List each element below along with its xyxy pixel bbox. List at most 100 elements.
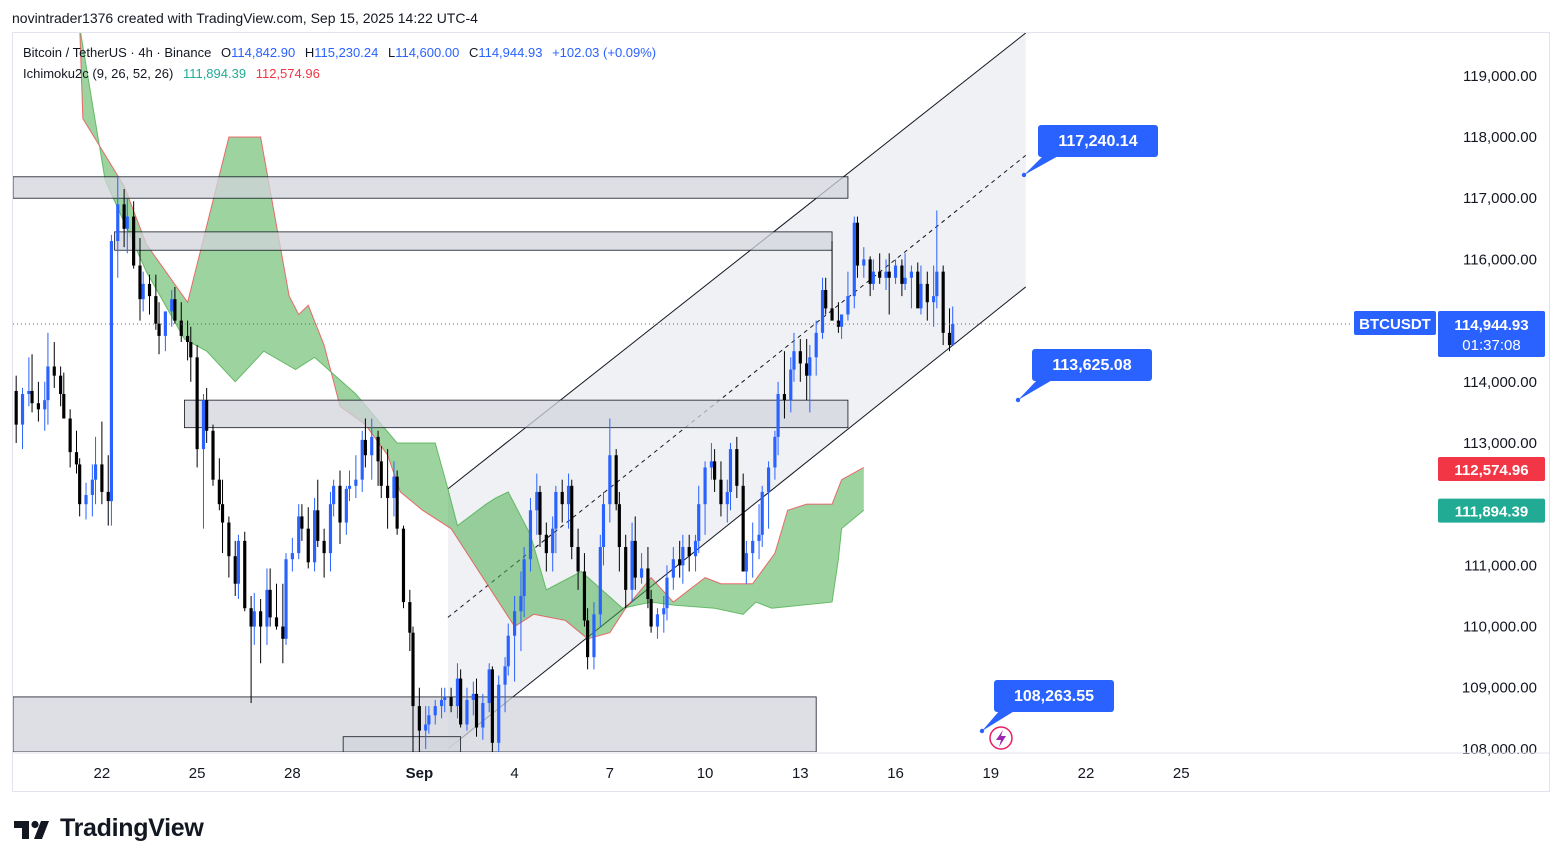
candle[interactable] xyxy=(665,565,669,621)
candle[interactable] xyxy=(20,387,25,450)
candle[interactable] xyxy=(830,241,834,321)
indicator-name[interactable]: Ichimoku2c (9, 26, 52, 26) xyxy=(23,66,174,81)
candle[interactable] xyxy=(62,372,66,419)
candle[interactable] xyxy=(313,498,317,572)
candle[interactable] xyxy=(909,265,914,309)
candle[interactable] xyxy=(471,681,475,716)
candle[interactable] xyxy=(820,277,825,339)
candle[interactable] xyxy=(376,430,380,486)
candle[interactable] xyxy=(916,262,920,309)
candle[interactable] xyxy=(855,216,860,278)
candle[interactable] xyxy=(300,504,304,541)
candle[interactable] xyxy=(703,461,707,535)
candle[interactable] xyxy=(490,666,494,752)
candle[interactable] xyxy=(173,286,177,324)
candle[interactable] xyxy=(328,491,333,572)
candle[interactable] xyxy=(249,595,253,704)
candle[interactable] xyxy=(687,534,691,572)
candle[interactable] xyxy=(360,430,364,492)
zone-rect-4[interactable] xyxy=(342,736,462,752)
candle[interactable] xyxy=(332,479,336,517)
candle[interactable] xyxy=(824,277,828,315)
candle[interactable] xyxy=(284,553,288,645)
candle[interactable] xyxy=(776,381,780,456)
chart-pane[interactable] xyxy=(12,32,1550,792)
channel-lower-line[interactable] xyxy=(447,286,1027,750)
candle[interactable] xyxy=(798,338,802,382)
candle[interactable] xyxy=(554,485,558,554)
candle[interactable] xyxy=(395,470,399,535)
candle[interactable] xyxy=(630,522,634,603)
candle[interactable] xyxy=(919,265,923,315)
candle[interactable] xyxy=(179,302,183,343)
candle[interactable] xyxy=(259,599,263,664)
candle[interactable] xyxy=(338,470,342,544)
candle[interactable] xyxy=(411,626,415,752)
candle[interactable] xyxy=(639,553,644,584)
candle[interactable] xyxy=(497,675,501,752)
candle[interactable] xyxy=(608,418,612,523)
candle[interactable] xyxy=(170,290,174,327)
candle[interactable] xyxy=(582,553,587,627)
candle[interactable] xyxy=(846,271,850,321)
candle[interactable] xyxy=(122,189,126,248)
candle[interactable] xyxy=(481,693,485,740)
candle[interactable] xyxy=(725,479,729,523)
candle[interactable] xyxy=(36,381,40,422)
candle[interactable] xyxy=(744,540,748,584)
candle[interactable] xyxy=(43,381,47,431)
candle[interactable] xyxy=(592,602,596,670)
candle[interactable] xyxy=(751,522,755,578)
candle[interactable] xyxy=(671,547,675,590)
candle[interactable] xyxy=(370,418,374,480)
candle[interactable] xyxy=(766,461,771,529)
candle[interactable] xyxy=(443,687,447,713)
candle[interactable] xyxy=(344,485,348,535)
candle[interactable] xyxy=(354,455,358,499)
candle[interactable] xyxy=(474,678,479,737)
candle[interactable] xyxy=(678,540,682,578)
candle[interactable] xyxy=(306,507,310,569)
candle[interactable] xyxy=(719,461,723,517)
zone-rect-2[interactable] xyxy=(184,399,849,429)
candle[interactable] xyxy=(887,253,891,315)
candle[interactable] xyxy=(646,547,650,609)
candle[interactable] xyxy=(586,608,590,670)
candle[interactable] xyxy=(713,449,717,492)
candle[interactable] xyxy=(459,669,463,728)
candle[interactable] xyxy=(138,237,142,321)
candle[interactable] xyxy=(59,366,63,407)
candle[interactable] xyxy=(709,442,714,480)
candle[interactable] xyxy=(697,485,701,554)
price-callout[interactable]: 117,240.14 xyxy=(1021,125,1158,178)
candle[interactable] xyxy=(935,210,939,309)
candle[interactable] xyxy=(14,375,18,443)
last-price-tag[interactable]: BTCUSDT 114,944.93 01:37:08 xyxy=(1354,310,1545,357)
candle[interactable] xyxy=(852,216,856,309)
candle[interactable] xyxy=(93,436,98,505)
candle[interactable] xyxy=(757,504,761,560)
candle[interactable] xyxy=(836,302,840,333)
candle[interactable] xyxy=(782,351,787,419)
candle[interactable] xyxy=(522,547,526,618)
candle[interactable] xyxy=(363,418,367,468)
candle[interactable] xyxy=(535,473,539,535)
candle[interactable] xyxy=(808,345,812,413)
candle[interactable] xyxy=(487,663,491,713)
candle[interactable] xyxy=(893,259,898,284)
candle[interactable] xyxy=(100,421,104,505)
indicator-price-tag[interactable]: 112,574.96 xyxy=(1438,456,1545,481)
zone-rect-1[interactable] xyxy=(114,231,833,251)
candle[interactable] xyxy=(941,265,945,346)
candle[interactable] xyxy=(27,357,31,407)
candle[interactable] xyxy=(839,314,844,339)
candle[interactable] xyxy=(884,259,888,291)
price-callout[interactable]: 113,625.08 xyxy=(1015,349,1152,403)
candle[interactable] xyxy=(417,687,421,752)
candle[interactable] xyxy=(506,623,510,676)
candle[interactable] xyxy=(951,306,955,346)
candle[interactable] xyxy=(268,568,272,627)
candle[interactable] xyxy=(205,387,209,443)
candle[interactable] xyxy=(760,485,764,548)
